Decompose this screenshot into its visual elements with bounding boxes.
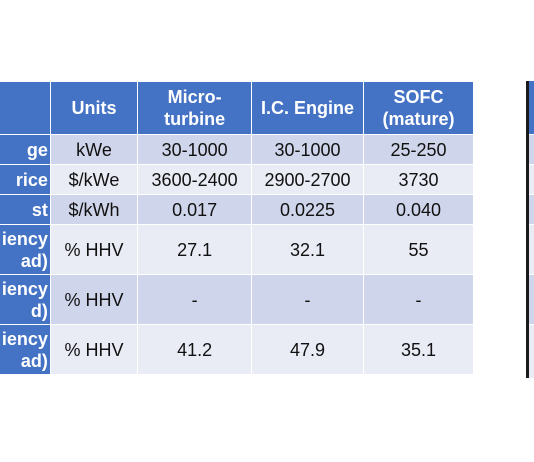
- edge-header-fill: [529, 81, 534, 134]
- table-row: iency d) % HHV - - -: [0, 274, 475, 325]
- cell-units: % HHV: [49, 274, 139, 325]
- table-row: ge kWe 30-1000 30-1000 25-250: [0, 134, 475, 165]
- edge-border-line: [526, 81, 529, 378]
- header-microturbine-label: Micro- turbine: [164, 87, 226, 129]
- edge-row-fill: [529, 225, 534, 274]
- cell-microturbine: -: [137, 274, 252, 325]
- cell-ic-engine: 2900-2700: [251, 164, 364, 195]
- cell-ic-engine: -: [251, 274, 364, 325]
- header-sofc-label: SOFC (mature): [382, 87, 455, 129]
- row-label: iency d): [0, 274, 51, 325]
- cell-units: kWe: [49, 134, 139, 165]
- cell-microturbine: 3600-2400: [137, 164, 252, 195]
- cell-ic-engine: 0.0225: [251, 194, 364, 225]
- row-label: iency ad): [0, 224, 51, 275]
- cell-microturbine: 30-1000: [137, 134, 252, 165]
- row-label-text: iency d): [1, 278, 48, 321]
- header-parameter: [0, 81, 51, 135]
- cell-microturbine: 0.017: [137, 194, 252, 225]
- cell-units: $/kWe: [49, 164, 139, 195]
- edge-row-fill: [529, 135, 534, 164]
- cell-sofc: 55: [362, 224, 475, 275]
- cell-sofc: 0.040: [362, 194, 475, 225]
- row-label: st: [0, 194, 51, 225]
- cell-ic-engine: 32.1: [251, 224, 364, 275]
- header-sofc: SOFC (mature): [362, 81, 475, 135]
- cell-ic-engine: 47.9: [251, 324, 364, 375]
- table-row: iency ad) % HHV 41.2 47.9 35.1: [0, 324, 475, 375]
- header-ic-engine: I.C. Engine: [251, 81, 364, 135]
- table-row: st $/kWh 0.017 0.0225 0.040: [0, 194, 475, 225]
- right-table-edge: [526, 81, 534, 378]
- row-label-text: iency ad): [1, 328, 48, 371]
- header-units: Units: [49, 81, 139, 135]
- cell-units: % HHV: [49, 324, 139, 375]
- row-label: iency ad): [0, 324, 51, 375]
- cell-sofc: 35.1: [362, 324, 475, 375]
- cell-units: $/kWh: [49, 194, 139, 225]
- edge-row-fill: [529, 195, 534, 224]
- cell-microturbine: 27.1: [137, 224, 252, 275]
- cell-sofc: -: [362, 274, 475, 325]
- cell-units: % HHV: [49, 224, 139, 275]
- cell-microturbine: 41.2: [137, 324, 252, 375]
- row-label: rice: [0, 164, 51, 195]
- row-label-text: iency ad): [1, 228, 48, 271]
- cell-sofc: 25-250: [362, 134, 475, 165]
- comparison-table-wrap: Units Micro- turbine I.C. Engine SOFC (m…: [0, 81, 534, 378]
- edge-row-fill: [529, 325, 534, 378]
- edge-row-fill: [529, 165, 534, 194]
- cell-ic-engine: 30-1000: [251, 134, 364, 165]
- header-microturbine: Micro- turbine: [137, 81, 252, 135]
- row-label: ge: [0, 134, 51, 165]
- table-row: iency ad) % HHV 27.1 32.1 55: [0, 224, 475, 275]
- cell-sofc: 3730: [362, 164, 475, 195]
- comparison-table: Units Micro- turbine I.C. Engine SOFC (m…: [0, 81, 475, 375]
- edge-row-fill: [529, 275, 534, 324]
- header-row: Units Micro- turbine I.C. Engine SOFC (m…: [0, 81, 475, 135]
- table-row: rice $/kWe 3600-2400 2900-2700 3730: [0, 164, 475, 195]
